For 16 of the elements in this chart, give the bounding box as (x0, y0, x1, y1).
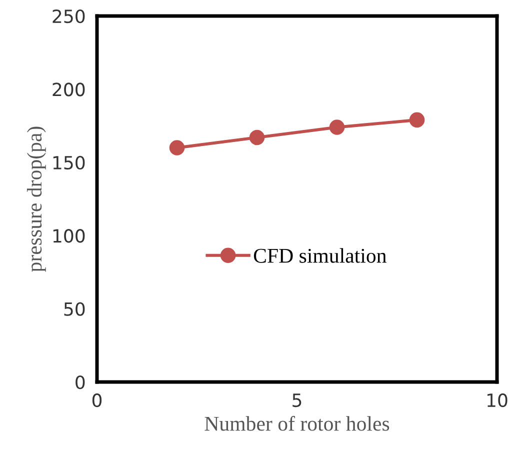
x-tick-label: 10 (487, 393, 508, 408)
y-tick-label: 50 (64, 302, 85, 316)
x-tick-label: 0 (92, 393, 102, 408)
y-tick-label: 250 (52, 9, 85, 24)
x-tick-label: 5 (292, 394, 302, 408)
point (409, 112, 425, 128)
point (249, 130, 265, 146)
x-axis-title: Number of rotor holes (204, 416, 390, 431)
y-tick-label: 100 (53, 229, 85, 243)
y-tick-label: 150 (53, 156, 85, 170)
y-tick-label: 200 (52, 82, 85, 96)
point (329, 120, 345, 135)
y-tick-label: 0 (76, 375, 85, 390)
y-axis-title: pressure drop(pa) (26, 126, 46, 272)
legend-label: CFD simulation (254, 248, 386, 263)
point (169, 140, 185, 156)
